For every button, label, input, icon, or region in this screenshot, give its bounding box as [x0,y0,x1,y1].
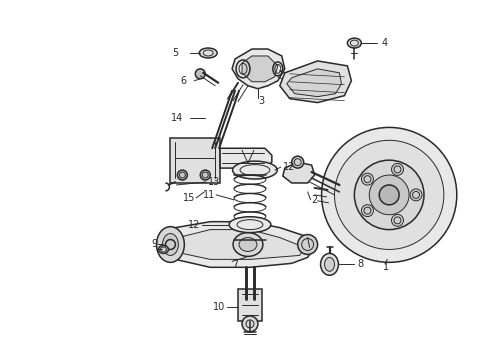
Polygon shape [287,69,342,96]
Ellipse shape [163,234,178,255]
Circle shape [177,170,187,180]
Circle shape [362,173,373,185]
Text: 6: 6 [180,76,186,86]
Text: 5: 5 [172,48,178,58]
Polygon shape [238,289,262,321]
Text: 7: 7 [232,259,238,269]
Ellipse shape [199,48,217,58]
Text: 8: 8 [357,259,364,269]
Text: 12: 12 [283,162,295,172]
Text: 1: 1 [383,262,390,272]
Polygon shape [283,162,315,183]
Circle shape [196,69,205,79]
Ellipse shape [324,257,335,271]
Circle shape [298,235,318,255]
Polygon shape [163,222,315,267]
Text: 13: 13 [208,177,220,187]
Polygon shape [242,56,278,82]
Text: 15: 15 [183,193,196,203]
Circle shape [242,316,258,332]
Text: 9: 9 [151,239,157,249]
Polygon shape [283,234,310,255]
Ellipse shape [229,217,271,233]
Ellipse shape [233,161,277,179]
Ellipse shape [239,238,257,251]
Text: 12: 12 [188,220,200,230]
Circle shape [292,156,304,168]
Circle shape [410,189,422,201]
Ellipse shape [320,253,339,275]
Text: 2: 2 [312,195,318,205]
Circle shape [379,185,399,205]
Polygon shape [232,49,285,89]
Ellipse shape [158,246,169,253]
Ellipse shape [156,227,184,262]
Circle shape [392,215,403,226]
Text: 14: 14 [171,113,183,123]
Text: 11: 11 [203,190,215,200]
Text: 10: 10 [213,302,225,312]
Polygon shape [172,230,305,260]
Circle shape [392,163,403,175]
Circle shape [321,127,457,262]
Text: 4: 4 [381,38,388,48]
Text: 3: 3 [258,96,264,105]
Circle shape [362,205,373,217]
Circle shape [354,160,424,230]
Ellipse shape [233,233,263,256]
Ellipse shape [347,38,361,48]
Polygon shape [220,148,272,168]
Circle shape [200,170,210,180]
Circle shape [335,140,444,249]
Polygon shape [280,61,351,103]
Polygon shape [171,138,220,183]
Circle shape [369,175,409,215]
